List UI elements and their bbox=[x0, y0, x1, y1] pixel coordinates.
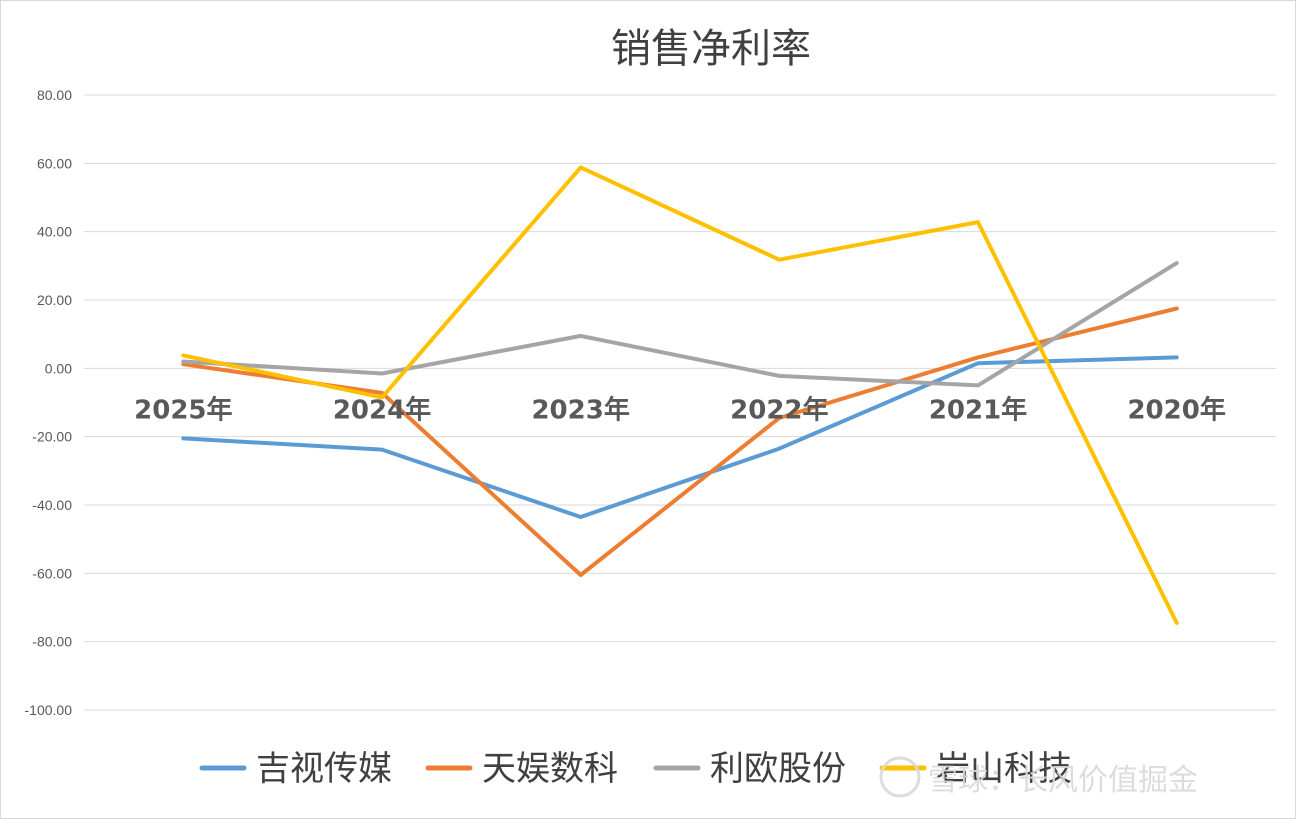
series-line-3 bbox=[181, 165, 1179, 625]
x-tick-label: 2025年 bbox=[134, 394, 232, 425]
legend-item: 岩山科技 bbox=[879, 749, 1072, 789]
legend-item: 吉视传媒 bbox=[199, 749, 392, 789]
series-line-0 bbox=[181, 355, 1179, 519]
y-tick-label: -80.00 bbox=[32, 634, 72, 650]
legend-item: 利欧股份 bbox=[653, 749, 846, 789]
legend-label: 利欧股份 bbox=[710, 749, 846, 789]
y-tick-label: 60.00 bbox=[37, 155, 72, 171]
y-tick-label: 0.00 bbox=[45, 360, 72, 376]
y-tick-label: -100.00 bbox=[25, 702, 73, 718]
series-lines bbox=[181, 165, 1179, 625]
legend-label: 吉视传媒 bbox=[256, 749, 392, 789]
series-line-1 bbox=[181, 306, 1179, 577]
legend-item: 天娱数科 bbox=[425, 749, 618, 789]
legend-label: 天娱数科 bbox=[482, 749, 618, 789]
x-axis-category-labels: 2025年 2024年 2023年 2022年 2021年 2020年 bbox=[134, 394, 1226, 425]
legend-label: 岩山科技 bbox=[936, 749, 1072, 789]
x-tick-label: 2021年 bbox=[929, 394, 1027, 425]
y-tick-label: 80.00 bbox=[37, 87, 72, 103]
y-tick-label: 40.00 bbox=[37, 224, 72, 240]
gridlines bbox=[84, 94, 1276, 711]
series-line-2 bbox=[181, 261, 1179, 388]
watermark-text: 雪球：长风价值掘金 bbox=[928, 763, 1198, 798]
watermark-logo-icon bbox=[879, 756, 921, 798]
x-tick-label: 2022年 bbox=[730, 394, 828, 425]
y-tick-label: 20.00 bbox=[37, 292, 72, 308]
legend: 吉视传媒 天娱数科 利欧股份 岩山科技 bbox=[199, 749, 1072, 789]
y-tick-label: -20.00 bbox=[32, 429, 72, 445]
x-tick-label: 2024年 bbox=[333, 394, 431, 425]
y-tick-label: -40.00 bbox=[32, 497, 72, 513]
y-tick-label: -60.00 bbox=[32, 565, 72, 581]
x-tick-label: 2023年 bbox=[531, 394, 629, 425]
watermark: 雪球：长风价值掘金 bbox=[879, 756, 1198, 798]
y-axis-ticks: 80.00 60.00 40.00 20.00 0.00 -20.00 -40.00 -60.… bbox=[25, 87, 73, 718]
chart-title: 销售净利率 bbox=[611, 26, 811, 72]
x-tick-label: 2020年 bbox=[1127, 394, 1225, 425]
